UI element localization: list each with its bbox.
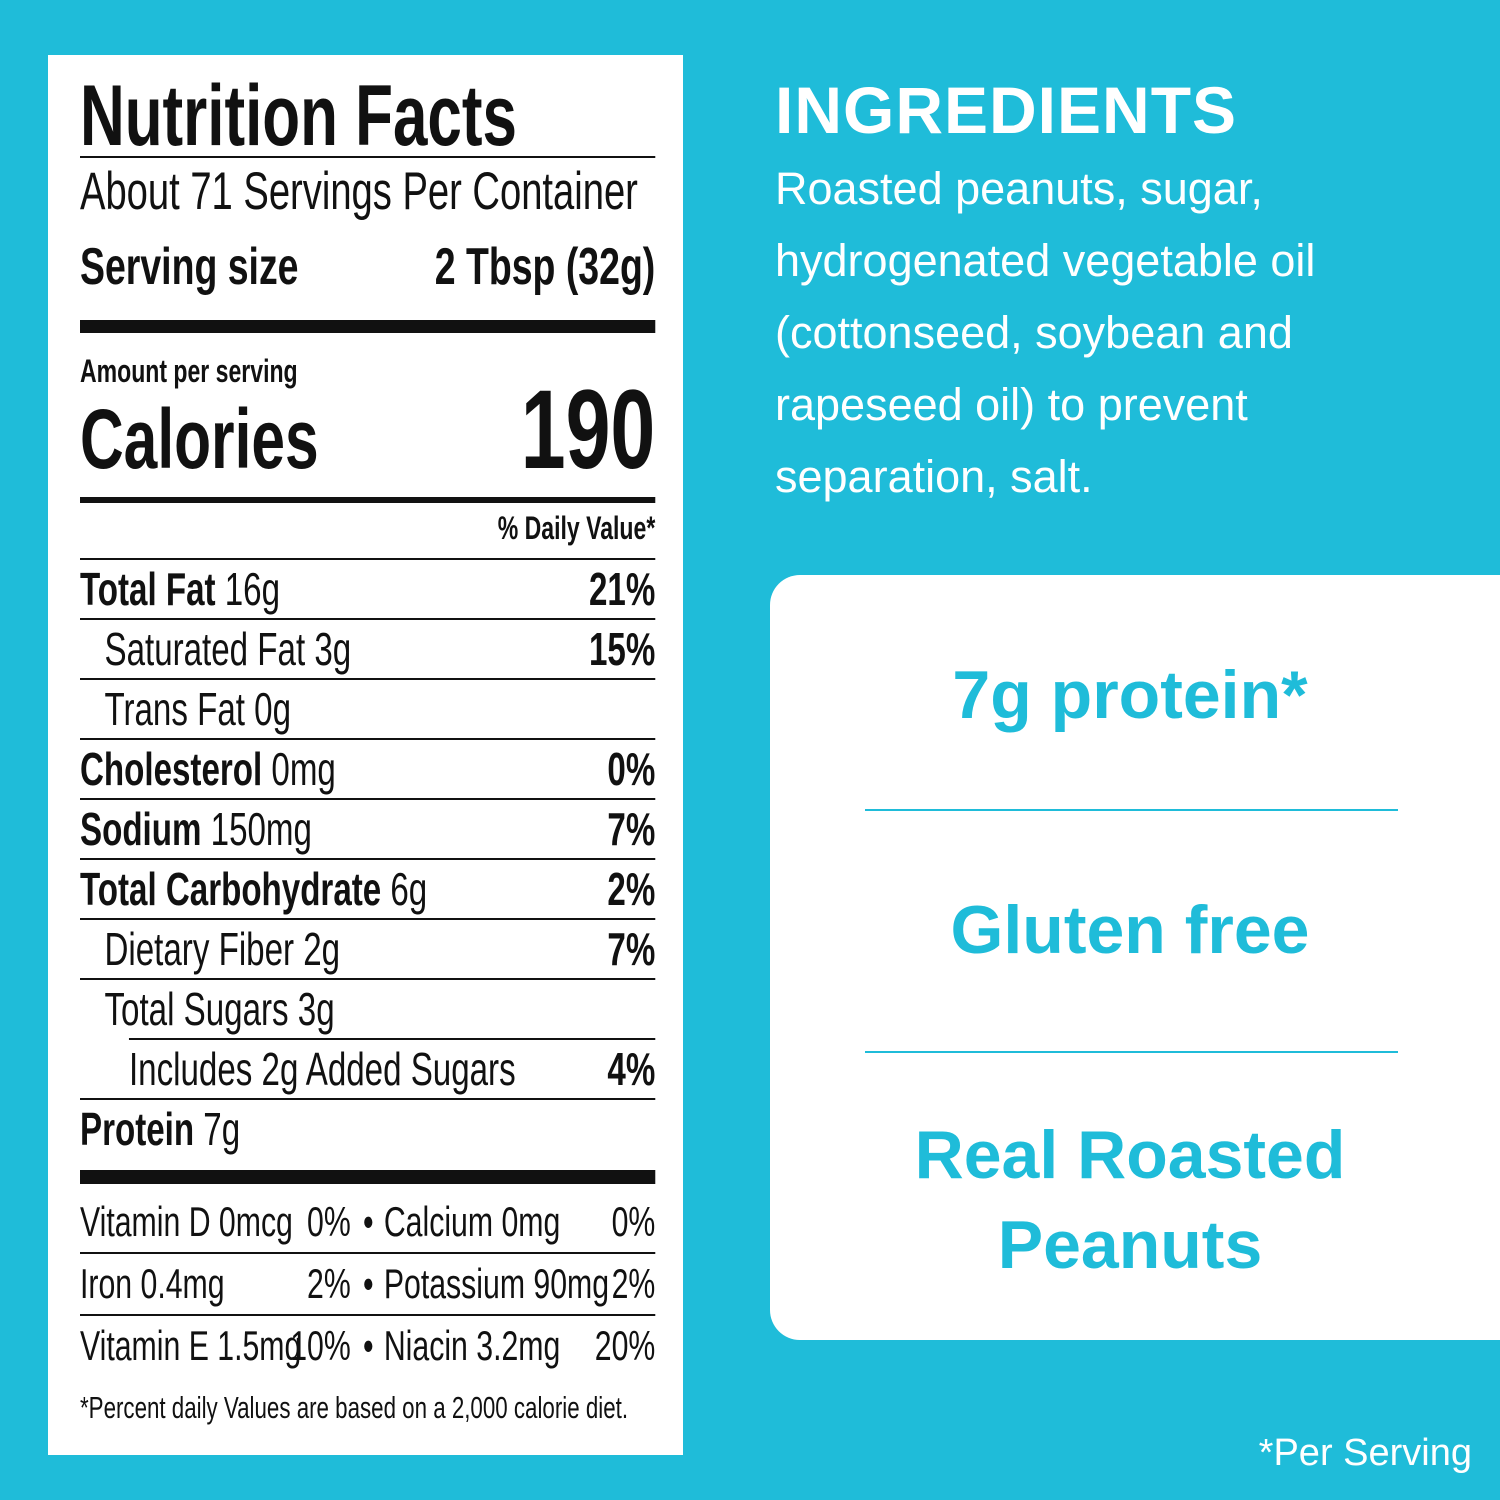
thick-rule <box>80 1170 656 1184</box>
vitamin-dv: 0% <box>611 1198 656 1245</box>
nutrient-row: Saturated Fat 3g <box>104 622 351 676</box>
nutrition-title: Nutrition Facts <box>80 68 517 164</box>
row-rule <box>80 978 656 980</box>
nutrient-label: Sodium <box>80 803 202 855</box>
nutrient-row: Cholesterol 0mg <box>80 742 336 796</box>
row-rule <box>128 1038 656 1040</box>
nutrient-row: Dietary Fiber 2g <box>104 922 340 976</box>
separator: • <box>362 1260 374 1307</box>
daily-value-header: % Daily Value* <box>497 510 656 546</box>
nutrient-amount: 150mg <box>210 803 312 855</box>
nutrient-row: Includes 2g Added Sugars <box>129 1042 516 1096</box>
vitamin-name: Calcium 0mg <box>383 1198 561 1245</box>
serving-size-label: Serving size <box>80 238 299 296</box>
daily-value: 7% <box>607 923 656 975</box>
row-rule <box>80 858 656 860</box>
nutrient-row: Total Carbohydrate 6g <box>80 862 427 916</box>
ingredients-line: rapeseed oil) to prevent <box>775 379 1248 430</box>
medium-rule <box>80 497 656 503</box>
vitamin-name: Iron 0.4mg <box>80 1260 225 1307</box>
row-rule <box>80 558 656 560</box>
nutrient-label: Saturated Fat 3g <box>104 623 352 675</box>
row-rule <box>80 918 656 920</box>
rule <box>80 156 656 158</box>
nutrient-amount: 16g <box>224 563 281 615</box>
row-rule <box>80 1098 656 1100</box>
nutrient-label: Total Fat <box>80 563 216 615</box>
vitamin-name: Vitamin E 1.5mg <box>80 1322 302 1369</box>
highlights-box: 7g protein* Gluten free Real Roasted Peanut… <box>770 575 1500 1340</box>
amount-per-serving: Amount per serving <box>80 353 298 389</box>
vitamin-name: Vitamin D 0mcg <box>80 1198 293 1245</box>
row-rule <box>80 618 656 620</box>
nutrition-panel: Nutrition Facts About 71 Servings Per Co… <box>48 55 683 1455</box>
nutrient-label: Trans Fat 0g <box>104 683 292 735</box>
nutrient-amount: 0mg <box>271 743 336 795</box>
daily-value: 21% <box>588 563 656 615</box>
nutrition-content: Nutrition Facts About 71 Servings Per Co… <box>80 55 656 1455</box>
calories-value: 190 <box>520 367 656 492</box>
nutrient-label: Cholesterol <box>80 743 263 795</box>
daily-value: 7% <box>607 803 656 855</box>
vitamin-name: Niacin 3.2mg <box>383 1322 561 1369</box>
vitamin-name: Potassium 90mg <box>383 1260 610 1307</box>
nutrient-row: Total Sugars 3g <box>104 982 334 1036</box>
row-rule <box>80 738 656 740</box>
nutrient-label: Includes 2g Added Sugars <box>128 1043 516 1095</box>
ingredients-line: Roasted peanuts, sugar, <box>775 163 1263 214</box>
nutrient-row: Sodium 150mg <box>80 802 312 856</box>
vitamin-dv: 10% <box>290 1322 351 1369</box>
per-serving-note: *Per Serving <box>1258 1432 1472 1474</box>
vitamin-rule <box>80 1314 656 1316</box>
serving-size-value: 2 Tbsp (32g) <box>434 238 656 296</box>
separator: • <box>362 1322 374 1369</box>
highlight: 7g protein* <box>952 657 1308 733</box>
nutrient-amount: 6g <box>390 863 428 915</box>
nutrient-row: Protein 7g <box>80 1102 240 1156</box>
ingredients-title: INGREDIENTS <box>775 73 1238 147</box>
vitamin-dv: 0% <box>307 1198 351 1245</box>
nutrient-label: Dietary Fiber 2g <box>104 923 341 975</box>
vitamin-dv: 20% <box>594 1322 656 1369</box>
calories-label: Calories <box>80 392 319 486</box>
row-rule <box>80 678 656 680</box>
ingredients-line: separation, salt. <box>775 451 1093 502</box>
servings: About 71 Servings Per Container <box>80 162 638 221</box>
highlight: Real Roasted <box>914 1117 1346 1193</box>
nutrient-label: Protein <box>80 1103 195 1155</box>
ingredients-line: hydrogenated vegetable oil <box>775 235 1316 286</box>
highlight: Peanuts <box>997 1207 1263 1283</box>
nutrient-row: Total Fat 16g <box>80 562 280 616</box>
highlight: Gluten free <box>950 892 1310 968</box>
thick-rule <box>80 320 656 333</box>
footnote: *Percent daily Values are based on a 2,0… <box>80 1390 629 1425</box>
highlight-rule <box>865 1051 1398 1053</box>
daily-value: 15% <box>588 623 656 675</box>
daily-value: 4% <box>607 1043 656 1095</box>
vitamin-rule <box>80 1252 656 1254</box>
nutrient-label: Total Carbohydrate <box>80 863 382 915</box>
nutrient-amount: 7g <box>203 1103 241 1155</box>
vitamin-dv: 2% <box>307 1260 351 1307</box>
ingredients-line: (cottonseed, soybean and <box>775 307 1293 358</box>
separator: • <box>362 1198 374 1245</box>
daily-value: 2% <box>607 863 656 915</box>
daily-value: 0% <box>607 743 656 795</box>
highlight-rule <box>865 809 1398 811</box>
nutrient-row: Trans Fat 0g <box>104 682 291 736</box>
nutrient-label: Total Sugars 3g <box>104 983 335 1035</box>
vitamin-dv: 2% <box>611 1260 656 1307</box>
row-rule <box>80 798 656 800</box>
